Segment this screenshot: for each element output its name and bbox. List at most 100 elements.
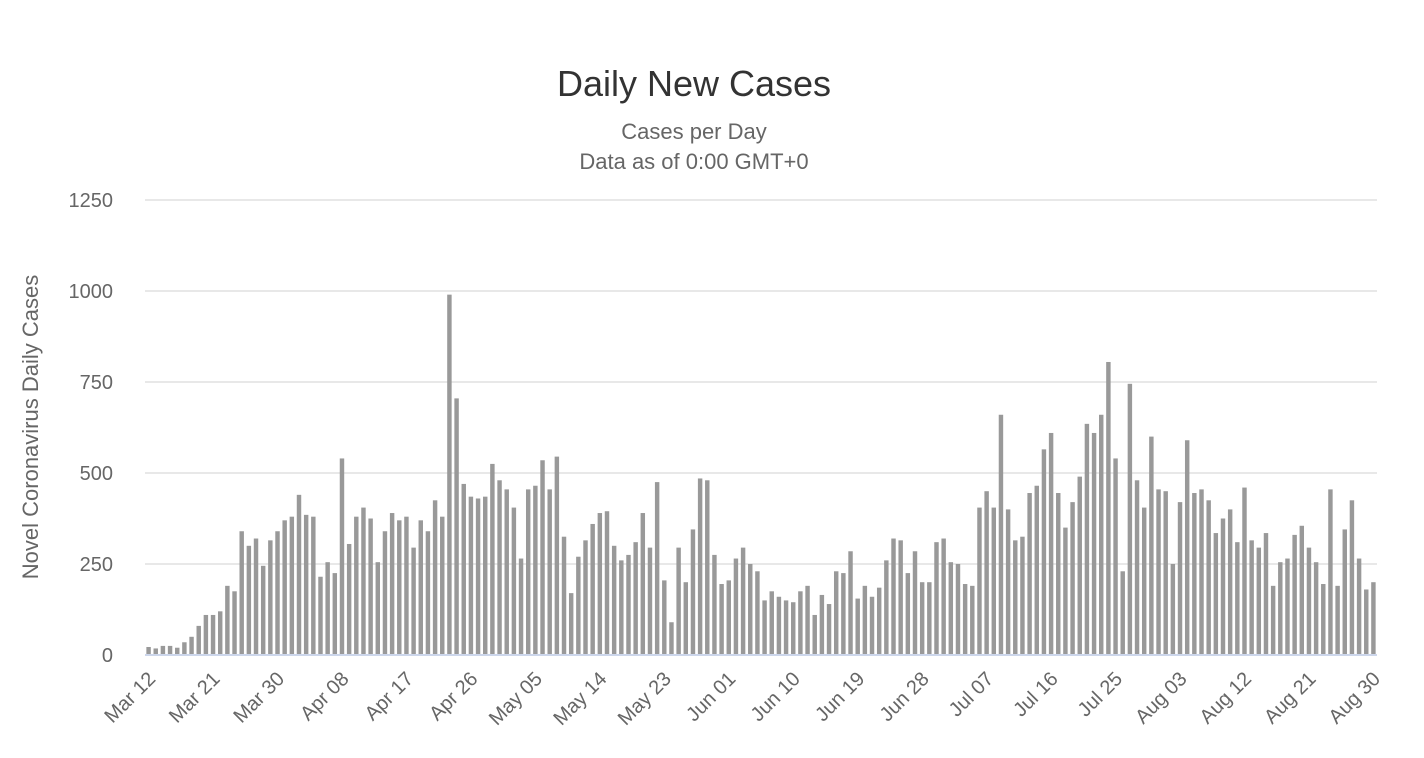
bar (690, 529, 696, 655)
bar (1099, 414, 1104, 655)
bar (382, 531, 388, 655)
bar (998, 414, 1004, 655)
bar (819, 594, 825, 655)
bars (146, 294, 1376, 655)
bar (705, 480, 710, 655)
bar (855, 598, 860, 655)
bar (869, 596, 875, 655)
bar (619, 560, 624, 655)
bar (1227, 509, 1233, 655)
bar (1249, 540, 1254, 655)
bar (748, 564, 753, 655)
bar (1177, 502, 1183, 655)
bar (626, 554, 631, 655)
bar (217, 611, 223, 655)
bar (303, 514, 309, 655)
bar (497, 480, 502, 655)
bar (1084, 423, 1090, 655)
bar (354, 516, 359, 655)
bar (1278, 562, 1283, 655)
bar (604, 511, 610, 655)
bar (1020, 536, 1025, 655)
bar (862, 585, 868, 655)
y-axis-ticks: 0 250 500 750 1000 1250 (69, 190, 114, 667)
bar (425, 531, 431, 655)
bar (196, 625, 201, 655)
bar (905, 573, 911, 655)
bar (662, 580, 667, 655)
bar (590, 523, 595, 655)
bar (719, 584, 724, 655)
x-tick-label: Mar 30 (229, 668, 289, 728)
bar (1321, 584, 1326, 655)
bar (253, 538, 259, 655)
bar (891, 538, 896, 655)
bar (483, 496, 488, 655)
bar (1235, 542, 1240, 655)
bar (167, 645, 173, 655)
bar (798, 591, 803, 655)
bar (1313, 562, 1319, 655)
bar (576, 556, 581, 655)
bar (561, 536, 567, 655)
bar (948, 562, 954, 655)
bar (540, 460, 545, 655)
bar (697, 478, 703, 655)
bar (397, 520, 402, 655)
bar (547, 489, 552, 655)
bar (146, 646, 151, 655)
bar (1077, 476, 1082, 655)
bar (583, 540, 588, 655)
bar (919, 582, 925, 655)
bar (712, 554, 717, 655)
bar (225, 585, 230, 655)
x-tick-label: Apr 26 (425, 668, 482, 725)
y-tick-label: 250 (80, 554, 113, 576)
bar (1013, 540, 1018, 655)
bar (1371, 582, 1376, 655)
bar (1120, 571, 1125, 655)
bar (1141, 507, 1147, 655)
bar (203, 614, 209, 655)
bar (640, 513, 646, 655)
bar (490, 463, 495, 655)
bar (1364, 589, 1369, 655)
bar (311, 516, 316, 655)
bar (898, 540, 903, 655)
bar (554, 456, 560, 655)
bar (934, 542, 939, 655)
bar (676, 547, 681, 655)
x-tick-label: Jun 28 (876, 668, 934, 726)
bar (848, 551, 853, 655)
x-tick-label: Jul 25 (1074, 668, 1127, 721)
bar (970, 585, 975, 655)
bar (783, 600, 789, 655)
bar (1070, 502, 1075, 655)
chart-subtitle-line-1: Cases per Day (621, 119, 767, 144)
bar (468, 496, 474, 655)
bar (769, 591, 774, 655)
bar (1113, 458, 1118, 655)
bar (332, 573, 338, 655)
bar (1048, 432, 1054, 655)
bar (841, 573, 846, 655)
x-tick-label: May 14 (549, 668, 611, 730)
bar (962, 584, 968, 655)
bar (611, 545, 617, 655)
bar (654, 482, 660, 655)
bar (368, 518, 373, 655)
bar (1306, 547, 1312, 655)
bar (289, 516, 295, 655)
y-tick-label: 750 (80, 372, 113, 394)
bar (740, 547, 746, 655)
bar (1342, 529, 1347, 655)
bar (876, 587, 882, 655)
bar (1199, 489, 1204, 655)
bar (182, 642, 187, 655)
bar (1163, 491, 1168, 655)
bar (755, 571, 760, 655)
chart-title: Daily New Cases (557, 63, 831, 104)
bar (318, 576, 323, 655)
y-tick-label: 1000 (69, 281, 114, 303)
